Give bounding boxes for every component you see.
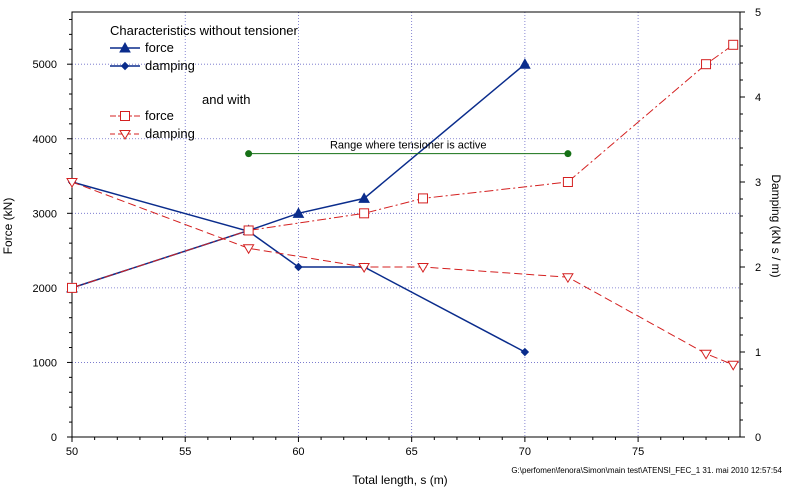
series-with-damping-point bbox=[727, 360, 740, 371]
series-without-force-point bbox=[292, 207, 305, 218]
legend-label-without-force: force bbox=[145, 40, 174, 55]
legend-marker-with-force bbox=[120, 111, 130, 121]
series-with-damping-point bbox=[358, 263, 370, 273]
series-layer bbox=[66, 39, 740, 371]
y-tick-label-left: 2000 bbox=[33, 283, 57, 295]
series-without-force-point bbox=[519, 58, 531, 69]
y-tick-label-right: 2 bbox=[755, 262, 761, 274]
legend: Characteristics without tensioner and wit… bbox=[110, 23, 299, 141]
series-with-force-point bbox=[243, 225, 254, 236]
footer-path: G:\perfomen\fenora\Simon\main test\ATENS… bbox=[511, 466, 782, 475]
series-with-force-point bbox=[728, 39, 739, 50]
series-with-force-point bbox=[67, 282, 77, 293]
series-with-force-point bbox=[417, 193, 428, 204]
y-tick-label-left: 5000 bbox=[33, 59, 57, 71]
series-without-damping-point bbox=[294, 262, 303, 272]
series-without-force-line bbox=[71, 63, 526, 289]
series-without-force-point bbox=[358, 192, 370, 203]
series-with-force-point bbox=[562, 177, 573, 187]
legend-with-heading: and with bbox=[202, 92, 250, 107]
plot-frame bbox=[71, 11, 741, 438]
range-end-point bbox=[564, 150, 572, 158]
y-tick-label-right: 0 bbox=[755, 432, 761, 444]
series-with-damping-point bbox=[700, 349, 712, 360]
y-tick-label-right: 4 bbox=[755, 92, 761, 104]
x-tick-label: 60 bbox=[292, 446, 304, 458]
series-without-damping-point bbox=[520, 347, 530, 357]
x-tick-label: 75 bbox=[632, 446, 644, 458]
annotation-layer: Range where tensioner is active bbox=[245, 140, 572, 158]
grid bbox=[72, 12, 740, 437]
x-tick-label: 55 bbox=[179, 446, 191, 458]
y-axis-title-left: Force (kN) bbox=[1, 198, 15, 255]
y-tick-label-right: 3 bbox=[755, 177, 761, 189]
series-with-damping-point bbox=[242, 244, 255, 255]
x-tick-label: 70 bbox=[519, 446, 531, 458]
legend-label-with-damping: damping bbox=[145, 126, 195, 141]
y-tick-label-left: 4000 bbox=[33, 134, 57, 146]
legend-heading: Characteristics without tensioner bbox=[110, 23, 299, 38]
range-label: Range where tensioner is active bbox=[330, 140, 487, 152]
series-with-damping-point bbox=[66, 178, 78, 188]
legend-marker-without-damping bbox=[120, 61, 130, 71]
series-with-force-point bbox=[701, 59, 712, 70]
y-axis-title-right: Damping (kN s / m) bbox=[769, 174, 783, 277]
legend-marker-without-force bbox=[119, 41, 131, 53]
range-start-point bbox=[245, 150, 253, 158]
y-tick-label-left: 3000 bbox=[33, 208, 57, 220]
series-with-force-point bbox=[359, 208, 370, 219]
legend-label-without-damping: damping bbox=[145, 58, 195, 73]
axes: 50 55 60 65 70 75 0 1000 2000 3000 4000 5000 0 1 2 3 4 5 bbox=[33, 7, 762, 458]
x-axis-title: Total length, s (m) bbox=[352, 473, 447, 487]
x-tick-label: 50 bbox=[66, 446, 78, 458]
y-tick-label-left: 1000 bbox=[33, 357, 57, 369]
legend-label-with-force: force bbox=[145, 108, 174, 123]
series-with-damping-point bbox=[417, 263, 429, 273]
y-tick-label-left: 0 bbox=[51, 432, 57, 444]
legend-marker-with-damping bbox=[119, 130, 131, 140]
y-tick-label-right: 5 bbox=[755, 7, 761, 19]
series-with-damping-point bbox=[562, 273, 574, 284]
x-tick-label: 65 bbox=[406, 446, 418, 458]
y-tick-label-right: 1 bbox=[755, 347, 761, 359]
